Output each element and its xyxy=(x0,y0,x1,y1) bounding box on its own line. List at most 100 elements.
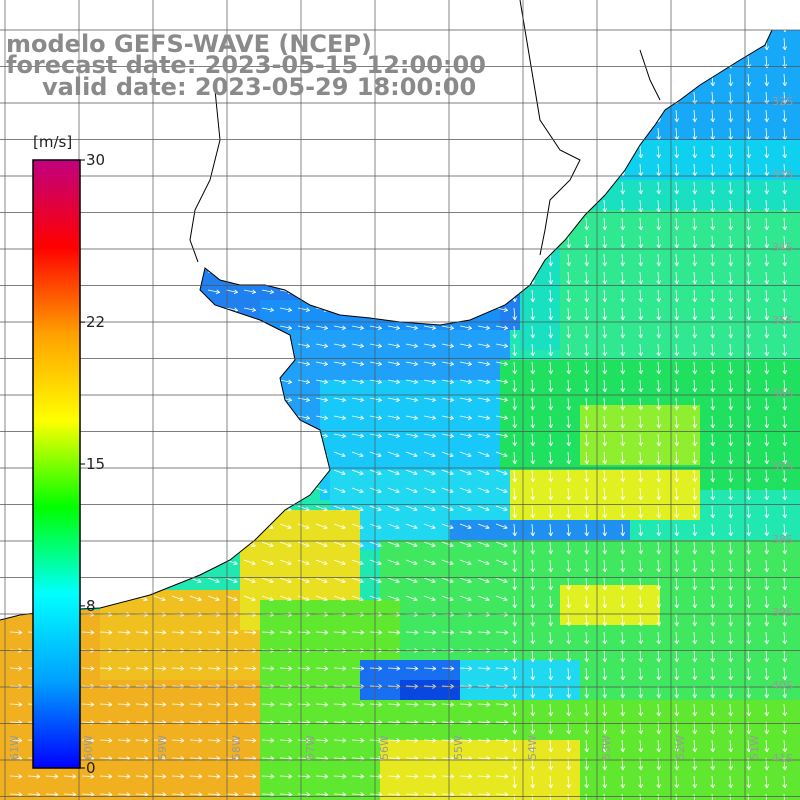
wind-arrow xyxy=(423,738,437,743)
wind-arrow xyxy=(495,630,509,635)
wind-arrow xyxy=(782,181,787,195)
wind-arrow xyxy=(602,775,607,789)
wind-arrow xyxy=(764,523,769,537)
wind-arrow xyxy=(746,487,751,501)
wind-arrow xyxy=(297,595,310,602)
wind-arrow xyxy=(656,253,661,267)
wind-arrow xyxy=(548,685,553,699)
wind-arrow xyxy=(584,217,589,231)
wind-arrow xyxy=(692,343,697,357)
wind-arrow xyxy=(602,469,607,483)
wind-arrow xyxy=(243,792,257,797)
wind-arrow xyxy=(728,235,733,249)
wind-arrow xyxy=(638,145,643,159)
wind-arrow xyxy=(459,792,473,797)
wind-arrow xyxy=(656,559,661,573)
country-border xyxy=(189,89,221,263)
wind-arrow xyxy=(674,721,679,735)
wind-arrow xyxy=(656,361,661,375)
wind-arrow xyxy=(746,613,751,627)
wind-arrow xyxy=(405,792,419,797)
wind-arrow xyxy=(782,73,787,87)
wind-arrow xyxy=(459,774,473,779)
wind-arrow xyxy=(584,397,589,411)
wind-arrow xyxy=(423,577,436,584)
wind-arrow xyxy=(620,667,625,681)
wind-arrow xyxy=(584,235,589,249)
wind-arrow xyxy=(674,397,679,411)
wind-arrow xyxy=(656,289,661,303)
wind-arrow xyxy=(512,775,517,789)
wind-arrow xyxy=(279,774,293,779)
wind-arrow xyxy=(728,649,733,663)
longitude-label: 59W xyxy=(156,735,169,760)
wind-arrow xyxy=(710,649,715,663)
latitude-label: 32S xyxy=(772,95,793,108)
wind-arrow xyxy=(297,541,310,548)
wind-arrow xyxy=(656,631,661,645)
wind-arrow xyxy=(441,451,454,458)
wind-arrow xyxy=(548,703,553,717)
wind-arrow xyxy=(782,541,787,555)
wind-arrow xyxy=(243,559,256,566)
wind-arrow xyxy=(746,775,751,789)
wind-arrow xyxy=(297,397,311,402)
wind-arrow xyxy=(333,433,347,438)
wind-arrow xyxy=(117,738,131,743)
wind-arrow xyxy=(369,415,383,420)
wind-arrow xyxy=(387,774,401,779)
wind-arrow xyxy=(638,451,643,465)
wind-arrow xyxy=(782,343,787,357)
wind-arrow xyxy=(512,469,517,483)
wind-arrow xyxy=(423,487,436,494)
wind-arrow xyxy=(477,487,490,494)
wind-arrow xyxy=(459,379,473,384)
wind-arrow xyxy=(746,235,751,249)
wind-arrow xyxy=(27,774,41,779)
wind-arrow xyxy=(548,595,553,609)
wind-arrow xyxy=(692,253,697,267)
wind-arrow xyxy=(764,253,769,267)
wind-arrow xyxy=(171,702,185,707)
wind-arrow xyxy=(441,738,455,743)
wind-arrow xyxy=(333,792,347,797)
wind-arrow xyxy=(764,721,769,735)
wind-arrow xyxy=(459,451,472,458)
wind-arrow xyxy=(782,307,787,321)
wind-arrow xyxy=(117,666,131,671)
wind-arrow xyxy=(9,630,23,635)
wind-arrow xyxy=(99,630,113,635)
wind-arrow xyxy=(602,307,607,321)
wind-arrow xyxy=(710,325,715,339)
wind-arrow xyxy=(351,505,364,512)
wind-arrow xyxy=(728,577,733,591)
wind-arrow xyxy=(333,451,346,458)
wind-arrow xyxy=(315,343,329,348)
wind-arrow xyxy=(459,487,472,494)
wind-arrow xyxy=(405,505,418,512)
wind-arrow xyxy=(584,721,589,735)
wind-arrow xyxy=(261,289,275,294)
wind-arrow xyxy=(602,235,607,249)
wind-arrow xyxy=(710,487,715,501)
wind-arrow xyxy=(405,343,419,348)
wind-arrow xyxy=(333,469,346,476)
wind-arrow xyxy=(710,595,715,609)
wind-arrow xyxy=(369,541,382,548)
wind-arrow xyxy=(710,775,715,789)
wind-arrow xyxy=(746,505,751,519)
wind-arrow xyxy=(620,649,625,663)
wind-arrow xyxy=(512,307,517,321)
wind-arrow xyxy=(764,595,769,609)
wind-arrow xyxy=(135,666,149,671)
wind-arrow xyxy=(225,630,239,635)
wind-arrow xyxy=(710,631,715,645)
wind-arrow xyxy=(512,451,517,465)
wind-arrow xyxy=(207,774,221,779)
wind-arrow xyxy=(387,666,401,671)
wind-arrow xyxy=(566,721,571,735)
wind-arrow xyxy=(602,649,607,663)
forecast-date: forecast date: 2023-05-15 12:00:00 xyxy=(6,51,486,79)
wind-arrow xyxy=(692,307,697,321)
wind-arrow xyxy=(369,451,382,458)
